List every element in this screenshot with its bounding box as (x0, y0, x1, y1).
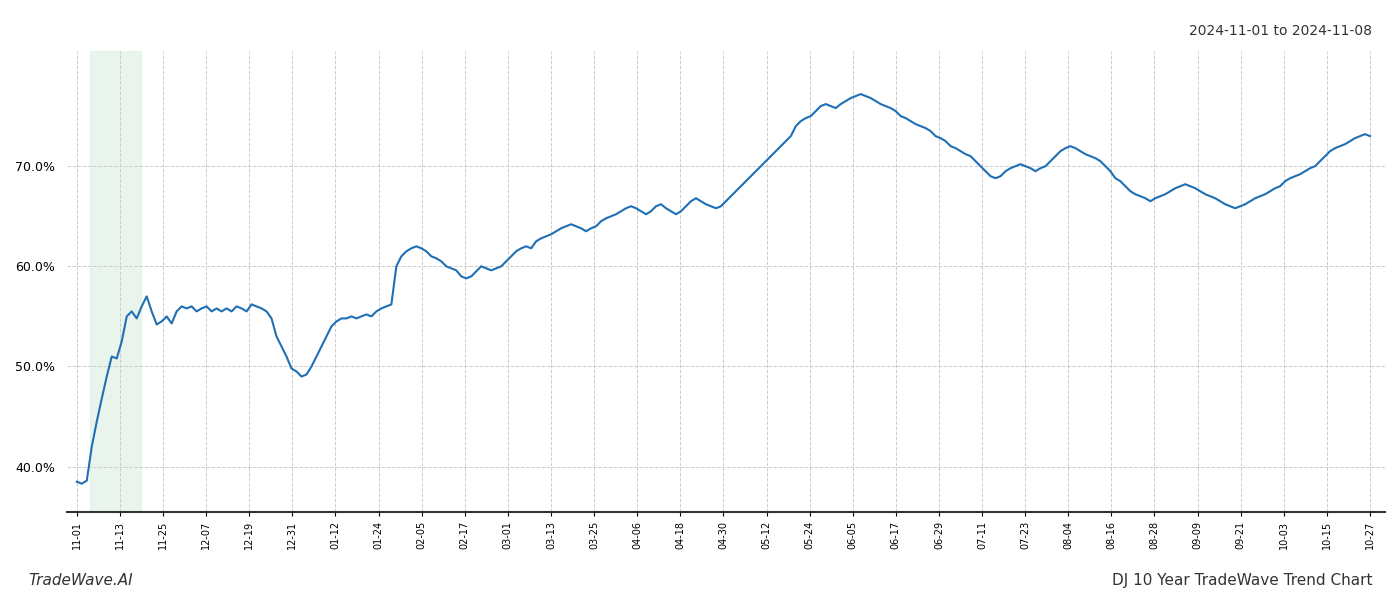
Text: DJ 10 Year TradeWave Trend Chart: DJ 10 Year TradeWave Trend Chart (1112, 573, 1372, 588)
Text: 2024-11-01 to 2024-11-08: 2024-11-01 to 2024-11-08 (1189, 24, 1372, 38)
Text: TradeWave.AI: TradeWave.AI (28, 573, 133, 588)
Bar (90, 51, 141, 512)
